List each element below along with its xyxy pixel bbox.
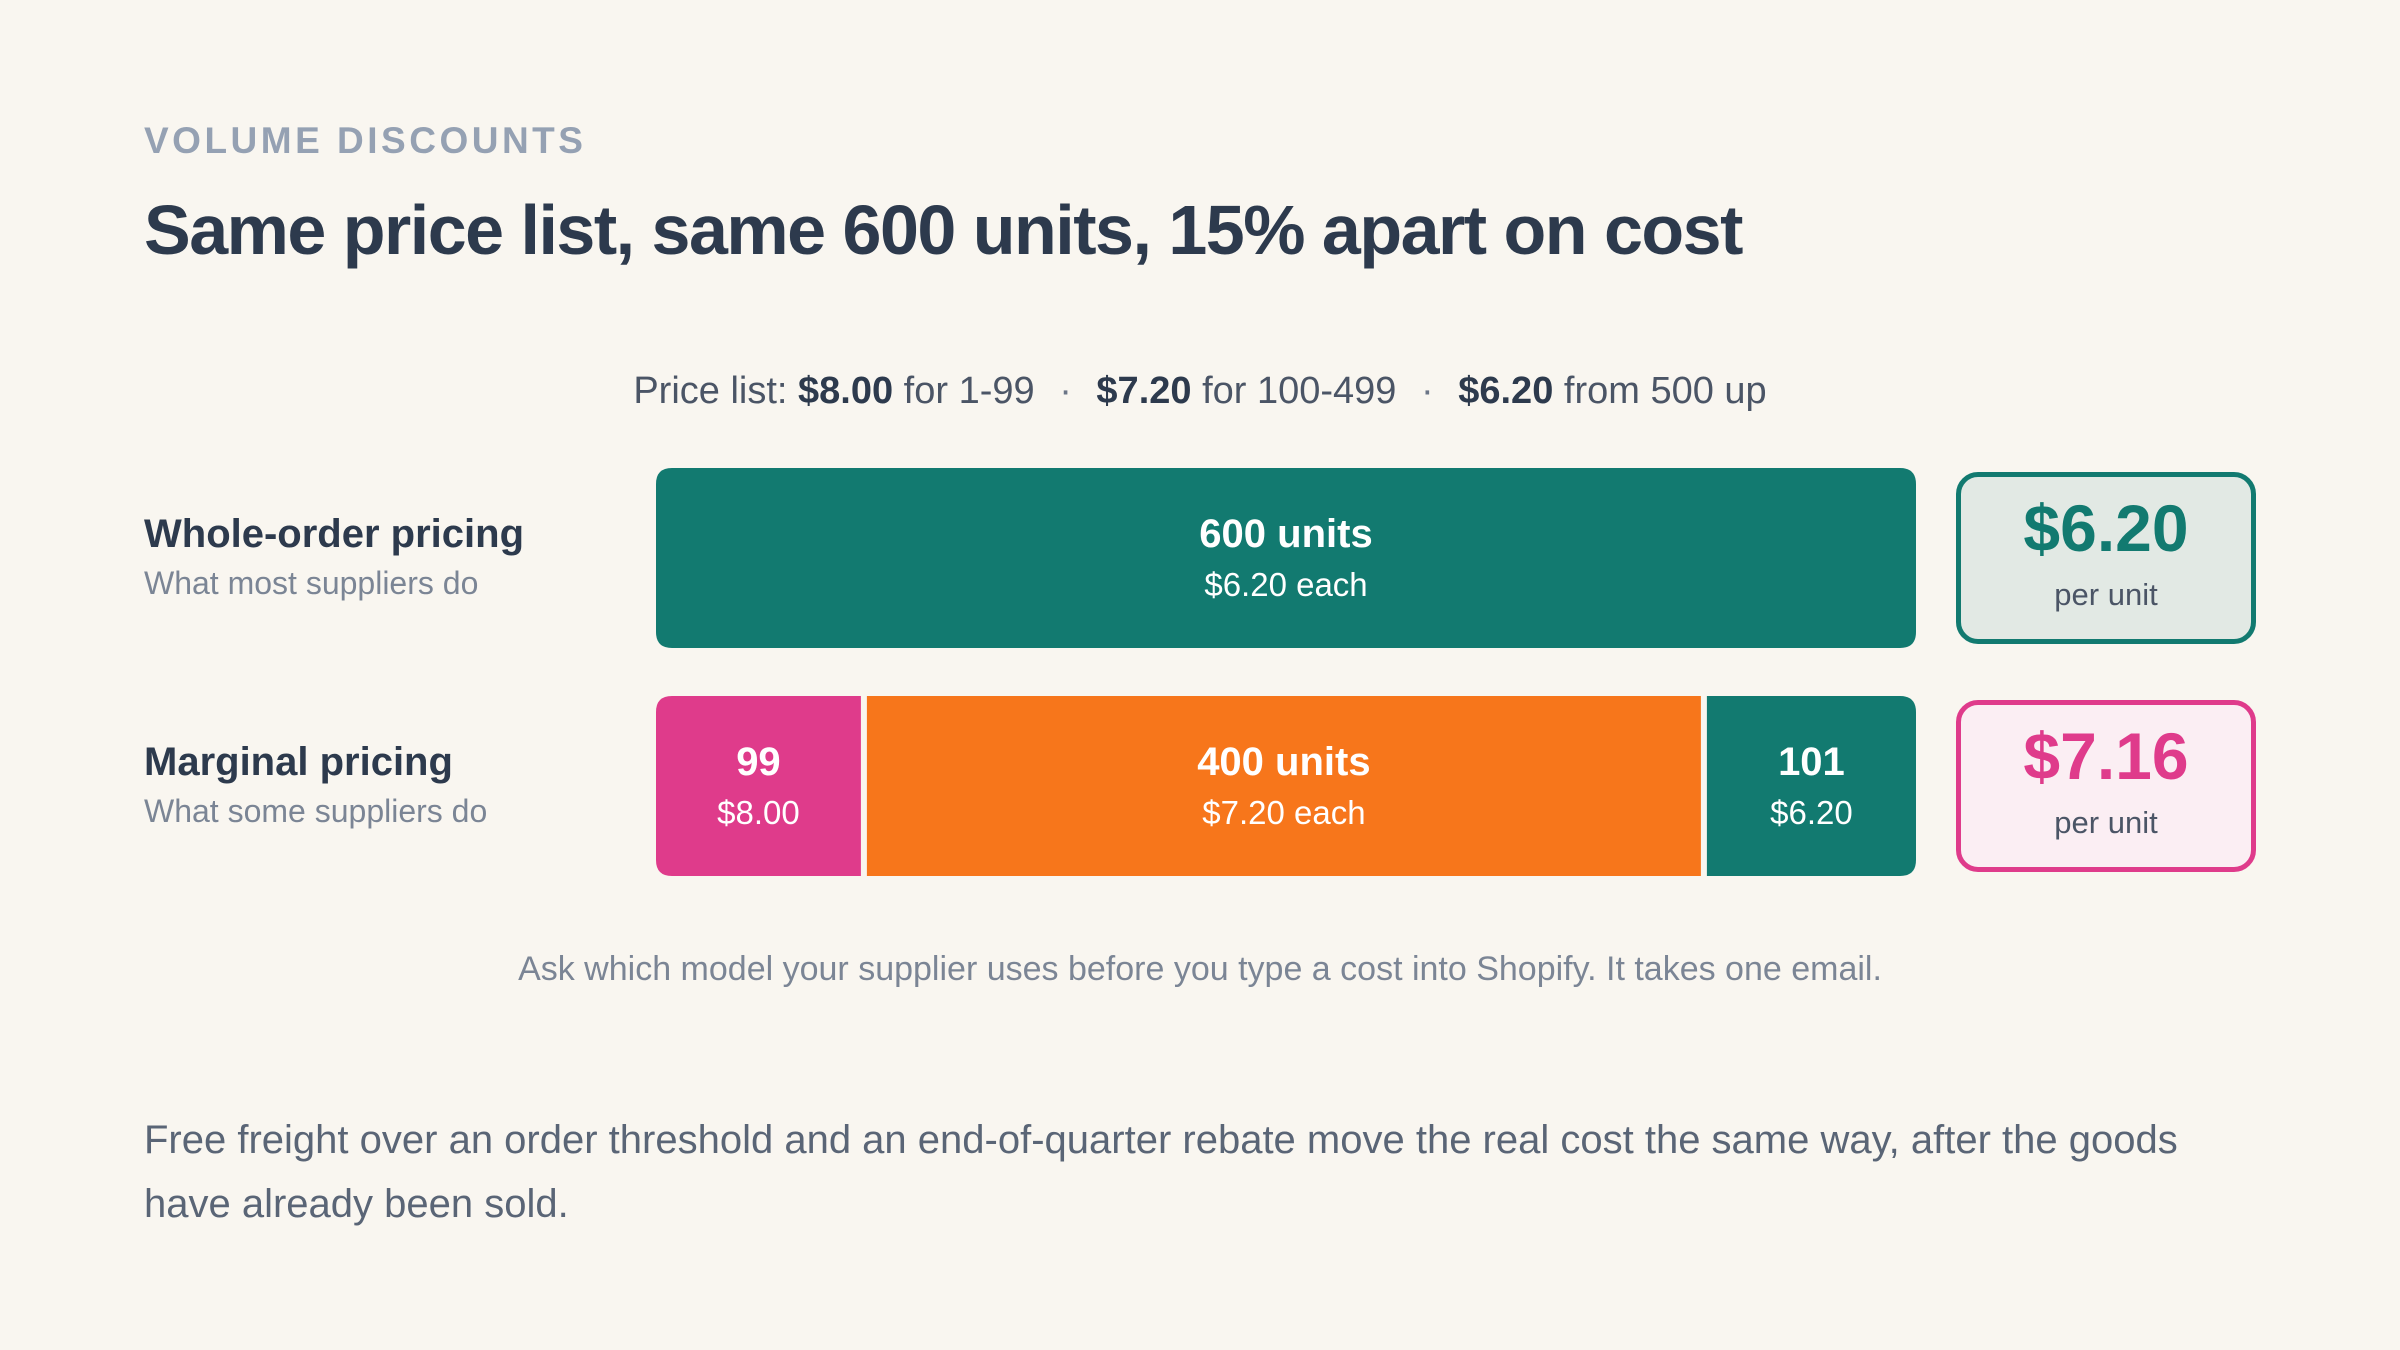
row-title: Whole-order pricing (144, 512, 524, 556)
tier-separator: · (1421, 370, 1434, 412)
row-subtitle: What most suppliers do (144, 565, 479, 601)
segment-price-label: $6.20 each (1204, 566, 1367, 603)
advice-note: Ask which model your supplier uses befor… (518, 950, 1882, 988)
bar-segment (656, 468, 1916, 648)
page-title: Same price list, same 600 units, 15% apa… (144, 191, 1743, 269)
segment-quantity-label: 99 (736, 740, 781, 784)
bar-segment (866, 696, 1701, 876)
tier-price: $6.20 (1458, 370, 1554, 412)
segment-quantity-label: 400 units (1197, 740, 1370, 784)
segment-price-label: $6.20 (1770, 794, 1853, 831)
per-unit-label: per unit (2054, 805, 2158, 840)
footer-paragraph: Free freight over an order threshold and… (144, 1118, 2178, 1226)
tier-range: for 100-499 (1202, 370, 1397, 412)
price-list: Price list: $8.00 for 1-99 · $7.20 for 1… (0, 370, 2400, 413)
row-subtitle: What some suppliers do (144, 793, 488, 829)
bar-segment (656, 696, 861, 876)
bar-segment (1706, 696, 1916, 876)
per-unit-cost: $7.16 (2023, 719, 2189, 793)
result-card-marginal: $7.16 per unit (1956, 700, 2256, 872)
eyebrow-label: VOLUME DISCOUNTS (144, 120, 587, 161)
price-list-lead: Price list: (633, 370, 788, 412)
tier-separator: · (1059, 370, 1072, 412)
tier-range: from 500 up (1563, 370, 1767, 412)
tier-range: for 1-99 (903, 370, 1035, 412)
tier-price: $7.20 (1096, 370, 1192, 412)
per-unit-label: per unit (2054, 577, 2158, 612)
tier-price: $8.00 (798, 370, 894, 412)
segment-price-label: $7.20 each (1202, 794, 1365, 831)
segment-quantity-label: 101 (1778, 740, 1845, 784)
row-label-whole-order: Whole-order pricing What most suppliers … (144, 512, 524, 602)
segment-quantity-label: 600 units (1199, 512, 1372, 556)
result-card-whole-order: $6.20 per unit (1956, 472, 2256, 644)
row-title: Marginal pricing (144, 740, 453, 784)
per-unit-cost: $6.20 (2023, 491, 2189, 565)
segment-price-label: $8.00 (717, 794, 800, 831)
row-label-marginal: Marginal pricing What some suppliers do (144, 740, 487, 830)
